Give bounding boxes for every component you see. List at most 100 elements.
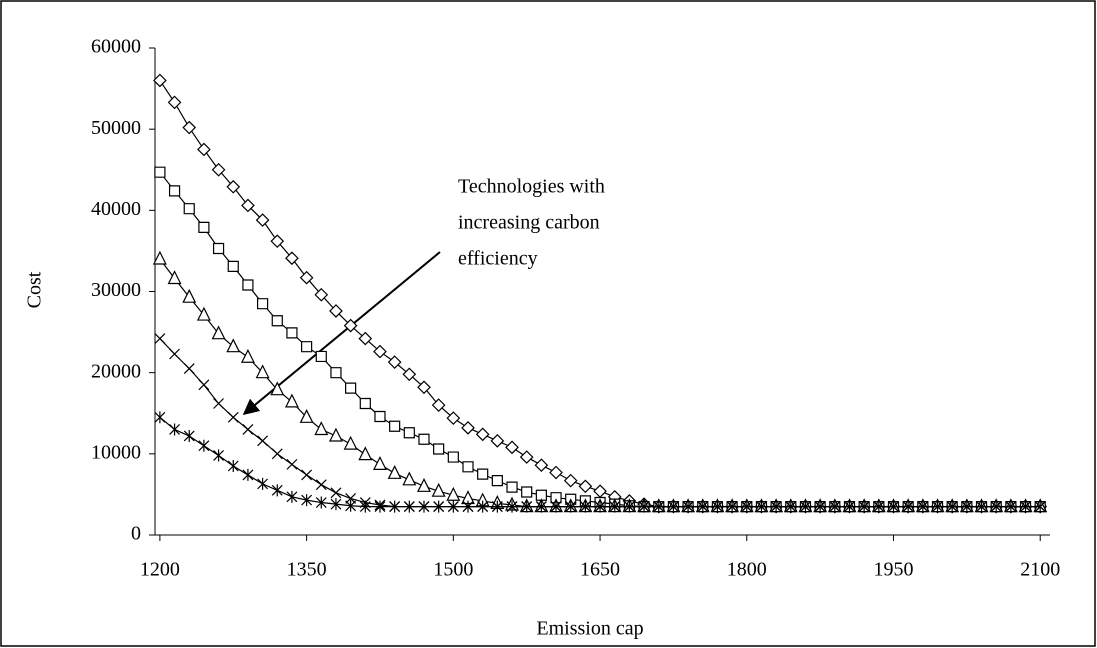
marker-point <box>213 398 225 409</box>
marker-point <box>271 484 283 497</box>
marker-point <box>343 435 358 450</box>
marker-point <box>417 380 431 395</box>
marker-point <box>389 420 401 432</box>
y-tick-label: 40000 <box>91 198 141 220</box>
marker-point <box>256 298 269 310</box>
marker-point <box>183 203 195 215</box>
marker-point <box>976 500 987 513</box>
marker-point <box>227 460 239 473</box>
marker-point <box>550 500 562 513</box>
marker-point <box>844 500 855 513</box>
marker-point <box>403 427 415 439</box>
annotation: Technologies with <box>458 176 605 198</box>
marker-point <box>697 500 709 513</box>
marker-point <box>521 500 533 513</box>
marker-point <box>284 393 299 408</box>
marker-point <box>563 473 578 488</box>
marker-point <box>418 433 430 445</box>
marker-point <box>152 250 167 265</box>
marker-point <box>358 331 373 346</box>
y-tick-label: 20000 <box>91 360 141 382</box>
marker-point <box>417 477 431 492</box>
marker-point <box>594 500 606 513</box>
marker-point <box>285 251 299 266</box>
marker-point <box>227 411 239 423</box>
marker-point <box>578 479 593 494</box>
marker-point <box>506 481 518 493</box>
marker-point <box>475 427 490 442</box>
marker-point <box>211 325 226 340</box>
marker-point <box>534 458 549 473</box>
marker-point <box>653 500 665 513</box>
marker-point <box>402 367 417 382</box>
marker-point <box>358 446 373 461</box>
x-tick-label: 1650 <box>580 559 620 581</box>
marker-point <box>374 500 386 513</box>
marker-point <box>299 408 314 423</box>
marker-point <box>328 427 343 442</box>
marker-point <box>211 162 226 177</box>
marker-point <box>154 411 166 424</box>
marker-point <box>242 424 254 435</box>
marker-point <box>374 410 386 423</box>
marker-point <box>387 464 402 479</box>
marker-point <box>286 327 298 339</box>
marker-point <box>433 500 445 513</box>
x-axis-label: Emission cap <box>536 618 643 640</box>
marker-point <box>286 458 298 470</box>
marker-point <box>314 421 329 436</box>
marker-point <box>491 500 503 513</box>
marker-point <box>477 500 489 513</box>
marker-point <box>403 500 415 513</box>
marker-point <box>212 242 225 255</box>
marker-point <box>549 465 563 480</box>
marker-point <box>345 382 357 394</box>
marker-point <box>197 142 211 157</box>
marker-point <box>814 500 826 513</box>
marker-point <box>623 500 635 513</box>
marker-point <box>315 350 327 363</box>
marker-point <box>402 471 417 486</box>
y-tick-label: 10000 <box>91 441 141 463</box>
marker-point <box>932 500 943 513</box>
marker-point <box>535 489 547 501</box>
marker-point <box>609 500 621 513</box>
marker-point <box>169 423 180 436</box>
marker-point <box>461 421 475 435</box>
marker-point <box>579 500 591 513</box>
marker-point <box>183 363 195 375</box>
marker-point <box>329 304 343 318</box>
marker-point <box>167 270 182 285</box>
marker-point <box>315 479 327 491</box>
marker-point <box>270 381 285 396</box>
y-tick-label: 50000 <box>91 117 141 139</box>
marker-point <box>447 451 459 463</box>
marker-point <box>888 500 899 513</box>
marker-point <box>330 498 342 511</box>
marker-point <box>418 500 430 513</box>
marker-point <box>198 439 210 452</box>
y-tick-label: 30000 <box>91 279 141 301</box>
x-tick-label: 1350 <box>287 559 327 581</box>
marker-point <box>167 95 182 110</box>
marker-point <box>990 500 1002 513</box>
marker-point <box>242 468 254 481</box>
marker-point <box>301 341 313 353</box>
marker-point <box>1005 500 1017 513</box>
marker-point <box>154 166 166 178</box>
marker-point <box>271 315 283 327</box>
x-tick-label: 1950 <box>873 559 913 581</box>
marker-point <box>255 364 270 379</box>
x-tick-label: 1800 <box>727 559 767 581</box>
marker-point <box>902 500 914 513</box>
marker-point <box>535 500 547 513</box>
marker-point <box>359 397 371 410</box>
marker-point <box>490 433 505 448</box>
marker-point <box>446 486 461 501</box>
marker-point <box>858 500 870 513</box>
x-tick-label: 1500 <box>433 559 473 581</box>
marker-point <box>741 500 753 513</box>
marker-point <box>226 338 241 353</box>
